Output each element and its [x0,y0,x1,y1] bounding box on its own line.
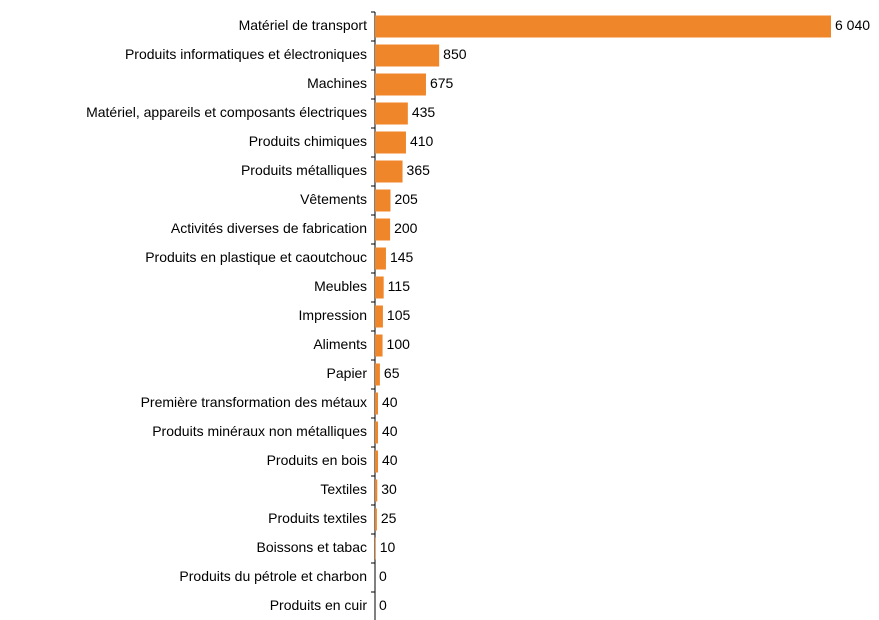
bar [375,247,386,270]
y-tick-label: Produits informatiques et électroniques [125,46,367,62]
bar [375,305,383,328]
value-label: 205 [394,191,418,207]
y-tick-label: Produits métalliques [241,162,367,178]
value-label: 675 [430,75,454,91]
value-label: 25 [381,510,397,526]
value-label: 105 [387,307,411,323]
y-tick-label: Impression [299,307,367,323]
y-tick-label: Machines [307,75,367,91]
y-tick-label: Textiles [320,481,367,497]
bar [375,363,380,386]
y-tick-label: Produits en bois [267,452,367,468]
value-label: 40 [382,394,398,410]
value-label: 435 [412,104,436,120]
value-label: 10 [380,539,396,555]
y-tick-label: Produits textiles [268,510,367,526]
y-tick-label: Produits en plastique et caoutchouc [145,249,367,265]
value-label: 0 [379,597,387,613]
bar [375,508,377,531]
value-label: 365 [407,162,431,178]
value-label: 0 [379,568,387,584]
bar [375,276,384,299]
y-tick-label: Activités diverses de fabrication [171,220,367,236]
value-label: 65 [384,365,400,381]
bar [375,44,440,67]
bar [375,102,408,125]
value-label: 6 040 [835,17,870,33]
bar [375,479,378,502]
y-tick-label: Produits en cuir [270,597,368,613]
value-label: 410 [410,133,434,149]
bar [375,392,379,415]
value-label: 100 [387,336,411,352]
bar [375,537,376,560]
y-tick-label: Boissons et tabac [256,539,367,555]
bar [375,189,391,212]
value-label: 200 [394,220,418,236]
y-tick-label: Produits chimiques [249,133,367,149]
bar [375,334,383,357]
value-label: 30 [381,481,397,497]
bar [375,421,379,444]
y-tick-label: Produits minéraux non métalliques [152,423,367,439]
y-tick-label: Matériel, appareils et composants électr… [86,104,367,120]
y-tick-label: Papier [327,365,368,381]
value-label: 40 [382,452,398,468]
value-label: 115 [388,278,411,294]
bar [375,450,379,473]
y-tick-label: Meubles [314,278,367,294]
value-label: 850 [443,46,467,62]
y-tick-label: Vêtements [300,191,367,207]
y-tick-label: Matériel de transport [239,17,368,33]
bar [375,131,406,154]
y-tick-label: Produits du pétrole et charbon [179,568,367,584]
bar [375,218,391,241]
y-tick-label: Première transformation des métaux [141,394,367,410]
value-label: 40 [382,423,398,439]
y-tick-label: Aliments [313,336,367,352]
bar [375,160,403,183]
bar [375,73,426,96]
bar [375,15,831,38]
value-label: 145 [390,249,414,265]
